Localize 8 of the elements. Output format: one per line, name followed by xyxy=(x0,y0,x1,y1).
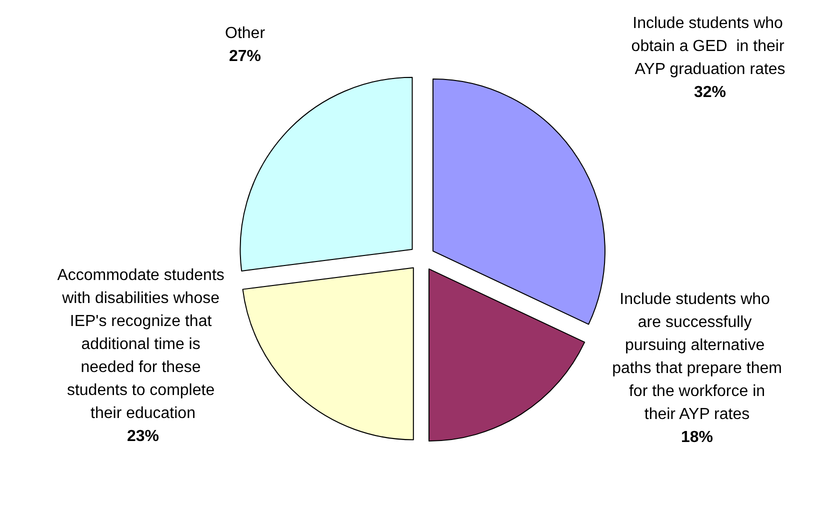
data-label: 18% xyxy=(680,429,714,446)
slice-label: Include students who obtain a GED in their AYP graduation rates xyxy=(631,15,789,78)
data-label: 27% xyxy=(228,48,262,65)
slice-label: Accommodate students with disabilities whose IEP's recognize that additional time is needed for these students to complete their education xyxy=(57,267,229,422)
data-label: 32% xyxy=(694,84,726,101)
data-label: 23% xyxy=(126,428,160,445)
slice-label: Include students who are successfully pursuing alternative paths that prepare them for the workforce in their AYP rates xyxy=(612,291,782,423)
slice-label: Other xyxy=(224,25,266,42)
